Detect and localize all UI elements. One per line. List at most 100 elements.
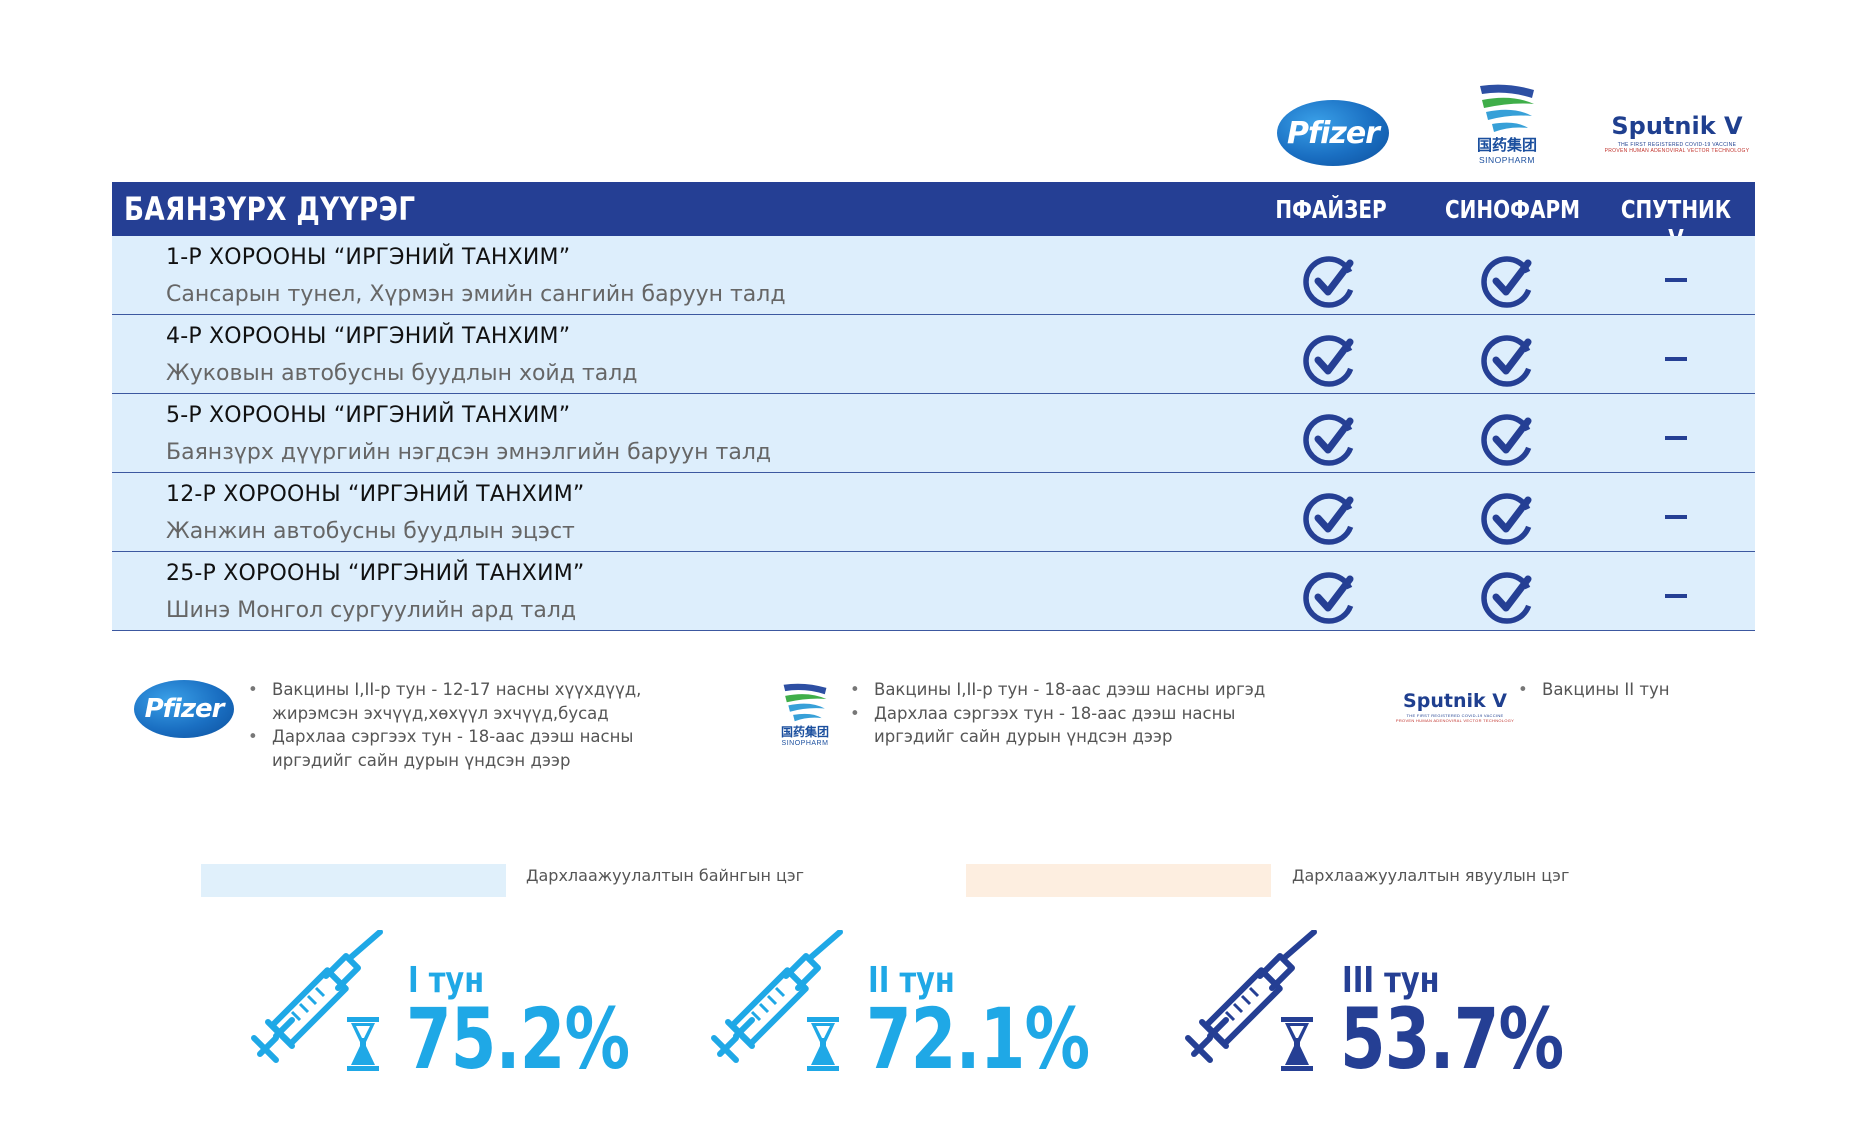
table-row: 1-Р ХОРООНЫ “ИРГЭНИЙ ТАНХИМ” Сансарын тун… <box>112 236 1755 315</box>
site-title: 1-Р ХОРООНЫ “ИРГЭНИЙ ТАНХИМ” <box>166 245 571 270</box>
cell-pfizer <box>1251 331 1411 387</box>
note-item: Вакцины I,II-р тун - 18-аас дээш насны и… <box>848 678 1265 702</box>
cell-sinopharm <box>1429 252 1589 308</box>
site-title: 5-Р ХОРООНЫ “ИРГЭНИЙ ТАНХИМ” <box>166 403 571 428</box>
syringe-icon <box>711 930 843 1063</box>
sputnik-notes: Вакцины II тун <box>1516 678 1670 702</box>
note-sinopharm-emblem-icon <box>783 683 827 722</box>
note-item: Дархлаа сэргээх тун - 18-аас дээш насны <box>246 725 641 749</box>
check-icon <box>1481 493 1533 545</box>
note-item-continued: жирэмсэн эхчүүд,хөхүүл эхчүүд,бусад <box>272 703 609 723</box>
site-address: Баянзүрх дүүргийн нэгдсэн эмнэлгийн бару… <box>166 440 772 465</box>
note-sputnik-sub1: THE FIRST REGISTERED COVID-19 VACCINE <box>1406 713 1504 718</box>
cell-sputnik <box>1596 252 1756 308</box>
sputnik-logo-sub1: THE FIRST REGISTERED COVID-19 VACCINE <box>1617 142 1737 148</box>
pfizer-notes: Вакцины I,II-р тун - 12-17 насны хүүхдүү… <box>246 678 641 772</box>
sinopharm-emblem-icon <box>1480 84 1534 132</box>
district-title: БАЯНЗҮРХ ДҮҮРЭГ <box>124 190 416 228</box>
table-header: БАЯНЗҮРХ ДҮҮРЭГ ПФАЙЗЕР СИНОФАРМ СПУТНИК… <box>112 182 1755 253</box>
note-item: Дархлаа сэргээх тун - 18-аас дээш насны <box>848 702 1265 726</box>
dose-percent: 72.1% <box>866 990 1090 1088</box>
cell-sputnik <box>1596 331 1756 387</box>
check-icon <box>1481 414 1533 466</box>
dose-stat: III тун 53.7% <box>1180 930 1564 1088</box>
sputnik-logo-sub2: PROVEN HUMAN ADENOVIRAL VECTOR TECHNOLOG… <box>1604 148 1750 154</box>
cell-pfizer <box>1251 568 1411 624</box>
table-row: 25-Р ХОРООНЫ “ИРГЭНИЙ ТАНХИМ” Шинэ Монгол… <box>112 552 1755 631</box>
cell-pfizer <box>1251 489 1411 545</box>
vaccination-sites-table: БАЯНЗҮРХ ДҮҮРЭГ ПФАЙЗЕР СИНОФАРМ СПУТНИК… <box>112 182 1755 631</box>
dose-label: II тун <box>868 960 955 1001</box>
dash-icon <box>1665 436 1687 440</box>
site-address: Жуковын автобусны буудлын хойд талд <box>166 361 638 386</box>
note-sinopharm-logo: 国药集团 SINOPHARM <box>768 680 842 747</box>
cell-sinopharm <box>1429 489 1589 545</box>
note-item-continued: иргэдийг сайн дурын үндсэн дээр <box>272 750 571 770</box>
dash-icon <box>1665 278 1687 282</box>
sinopharm-notes: Вакцины I,II-р тун - 18-аас дээш насны и… <box>848 678 1265 749</box>
dose-stat: II тун 72.1% <box>706 930 1090 1088</box>
dash-icon <box>1665 515 1687 519</box>
check-icon <box>1303 414 1355 466</box>
legend-fixed-label: Дархлаажуулалтын байнгын цэг <box>526 866 805 885</box>
site-address: Шинэ Монгол сургуулийн ард талд <box>166 598 577 623</box>
dash-icon <box>1665 594 1687 598</box>
site-address: Сансарын тунел, Хүрмэн эмийн сангийн бар… <box>166 282 786 307</box>
syringe-icon <box>1185 930 1317 1063</box>
note-sputnik-sub2: PROVEN HUMAN ADENOVIRAL VECTOR TECHNOLOG… <box>1395 717 1515 723</box>
cell-pfizer <box>1251 410 1411 466</box>
hourglass-icon <box>1281 1017 1313 1071</box>
sinopharm-logo: 国药集团 SINOPHARM <box>1462 80 1552 165</box>
note-item: Вакцины I,II-р тун - 12-17 насны хүүхдүү… <box>246 678 641 702</box>
sinopharm-en-text: SINOPHARM <box>1479 155 1535 165</box>
legend-mobile-swatch <box>966 864 1271 897</box>
note-sputnik-logo: Sputnik V THE FIRST REGISTERED COVID-19 … <box>1395 692 1515 724</box>
syringe-icon <box>251 930 383 1063</box>
check-icon <box>1303 493 1355 545</box>
cell-sputnik <box>1596 489 1756 545</box>
hourglass-icon <box>347 1017 379 1071</box>
pfizer-logo-text: Pfizer <box>1287 115 1380 151</box>
site-address: Жанжин автобусны буудлын эцэст <box>166 519 575 544</box>
note-pfizer-logo: Pfizer <box>134 680 234 738</box>
cell-sinopharm <box>1429 331 1589 387</box>
site-title: 4-Р ХОРООНЫ “ИРГЭНИЙ ТАНХИМ” <box>166 324 571 349</box>
check-icon <box>1303 335 1355 387</box>
table-row: 5-Р ХОРООНЫ “ИРГЭНИЙ ТАНХИМ” Баянзүрх дүү… <box>112 394 1755 473</box>
check-icon <box>1303 256 1355 308</box>
cell-pfizer <box>1251 252 1411 308</box>
dash-icon <box>1665 357 1687 361</box>
table-body: 1-Р ХОРООНЫ “ИРГЭНИЙ ТАНХИМ” Сансарын тун… <box>112 236 1755 631</box>
cell-sinopharm <box>1429 568 1589 624</box>
legend-mobile-label: Дархлаажуулалтын явуулын цэг <box>1292 866 1570 885</box>
sinopharm-cn-text: 国药集团 <box>1476 136 1537 154</box>
note-item-continued: иргэдийг сайн дурын үндсэн дээр <box>874 727 1173 746</box>
column-header-pfizer: ПФАЙЗЕР <box>1275 195 1387 224</box>
sputnik-logo: Sputnik V THE FIRST REGISTERED COVID-19 … <box>1602 114 1752 154</box>
sputnik-logo-name: Sputnik V <box>1611 112 1743 140</box>
check-icon <box>1481 335 1533 387</box>
check-icon <box>1481 572 1533 624</box>
hourglass-icon <box>807 1017 839 1071</box>
cell-sputnik <box>1596 568 1756 624</box>
site-title: 25-Р ХОРООНЫ “ИРГЭНИЙ ТАНХИМ” <box>166 561 585 586</box>
note-sputnik-name: Sputnik V <box>1403 690 1507 712</box>
note-sinopharm-cn-text: 国药集团 <box>780 725 829 739</box>
table-row: 12-Р ХОРООНЫ “ИРГЭНИЙ ТАНХИМ” Жанжин авто… <box>112 473 1755 552</box>
table-row: 4-Р ХОРООНЫ “ИРГЭНИЙ ТАНХИМ” Жуковын авто… <box>112 315 1755 394</box>
note-sinopharm-en-text: SINOPHARM <box>781 740 829 747</box>
dose-label: III тун <box>1342 960 1440 1001</box>
cell-sinopharm <box>1429 410 1589 466</box>
pfizer-logo: Pfizer <box>1277 100 1389 166</box>
cell-sputnik <box>1596 410 1756 466</box>
dose-percent: 53.7% <box>1340 990 1564 1088</box>
note-item: Вакцины II тун <box>1516 678 1670 702</box>
dose-stat: I тун 75.2% <box>246 930 630 1088</box>
site-title: 12-Р ХОРООНЫ “ИРГЭНИЙ ТАНХИМ” <box>166 482 585 507</box>
legend-fixed-swatch <box>201 864 506 897</box>
check-icon <box>1481 256 1533 308</box>
dose-label: I тун <box>408 960 485 1001</box>
check-icon <box>1303 572 1355 624</box>
column-header-sinopharm: СИНОФАРМ <box>1445 195 1581 224</box>
dose-percent: 75.2% <box>406 990 630 1088</box>
